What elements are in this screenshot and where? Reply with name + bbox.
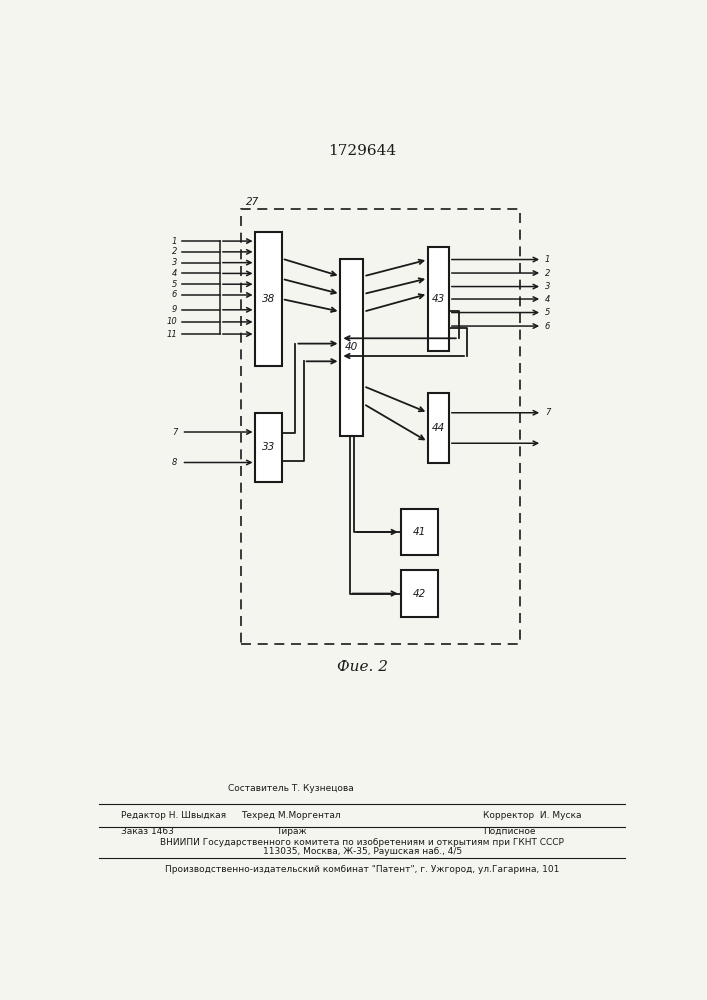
- Text: Тираж: Тираж: [276, 827, 306, 836]
- Text: 1: 1: [172, 237, 177, 246]
- Text: Техред М.Моргентал: Техред М.Моргентал: [241, 811, 341, 820]
- Text: 5: 5: [172, 280, 177, 289]
- Bar: [255, 413, 282, 482]
- Bar: [255, 232, 282, 366]
- Bar: [240, 209, 520, 644]
- Text: 33: 33: [262, 442, 275, 452]
- Text: Производственно-издательский комбинат "Патент", г. Ужгород, ул.Гагарина, 101: Производственно-издательский комбинат "П…: [165, 865, 559, 874]
- Text: Фие. 2: Фие. 2: [337, 660, 388, 674]
- Text: 6: 6: [172, 290, 177, 299]
- Text: 7: 7: [545, 408, 550, 417]
- Bar: [341, 259, 363, 436]
- Bar: [401, 570, 438, 617]
- Text: 40: 40: [345, 342, 358, 352]
- Text: 41: 41: [413, 527, 426, 537]
- Text: 6: 6: [545, 322, 550, 331]
- Text: Заказ 1463: Заказ 1463: [122, 827, 174, 836]
- Text: Составитель Т. Кузнецова: Составитель Т. Кузнецова: [228, 784, 354, 793]
- Text: 42: 42: [413, 589, 426, 599]
- Text: 27: 27: [245, 197, 259, 207]
- Bar: [401, 509, 438, 555]
- Text: 4: 4: [172, 269, 177, 278]
- Text: 2: 2: [545, 269, 550, 278]
- Text: 7: 7: [172, 428, 177, 437]
- Text: 3: 3: [545, 282, 550, 291]
- Text: 38: 38: [262, 294, 275, 304]
- Bar: [428, 393, 449, 463]
- Text: 10: 10: [166, 317, 177, 326]
- Text: 1729644: 1729644: [328, 144, 397, 158]
- Bar: [428, 247, 449, 351]
- Text: 5: 5: [545, 308, 550, 317]
- Text: Корректор  И. Муска: Корректор И. Муска: [483, 811, 581, 820]
- Text: 3: 3: [172, 258, 177, 267]
- Text: 11: 11: [166, 330, 177, 339]
- Text: Подписное: Подписное: [483, 827, 535, 836]
- Text: 43: 43: [432, 294, 445, 304]
- Text: 9: 9: [172, 305, 177, 314]
- Text: 8: 8: [172, 458, 177, 467]
- Text: 1: 1: [545, 255, 550, 264]
- Text: 4: 4: [545, 295, 550, 304]
- Text: 44: 44: [432, 423, 445, 433]
- Text: 2: 2: [172, 247, 177, 256]
- Text: ВНИИПИ Государственного комитета по изобретениям и открытиям при ГКНТ СССР: ВНИИПИ Государственного комитета по изоб…: [160, 838, 564, 847]
- Text: Редактор Н. Швыдкая: Редактор Н. Швыдкая: [122, 811, 226, 820]
- Text: 113035, Москва, Ж-35, Раушская наб., 4/5: 113035, Москва, Ж-35, Раушская наб., 4/5: [263, 847, 462, 856]
